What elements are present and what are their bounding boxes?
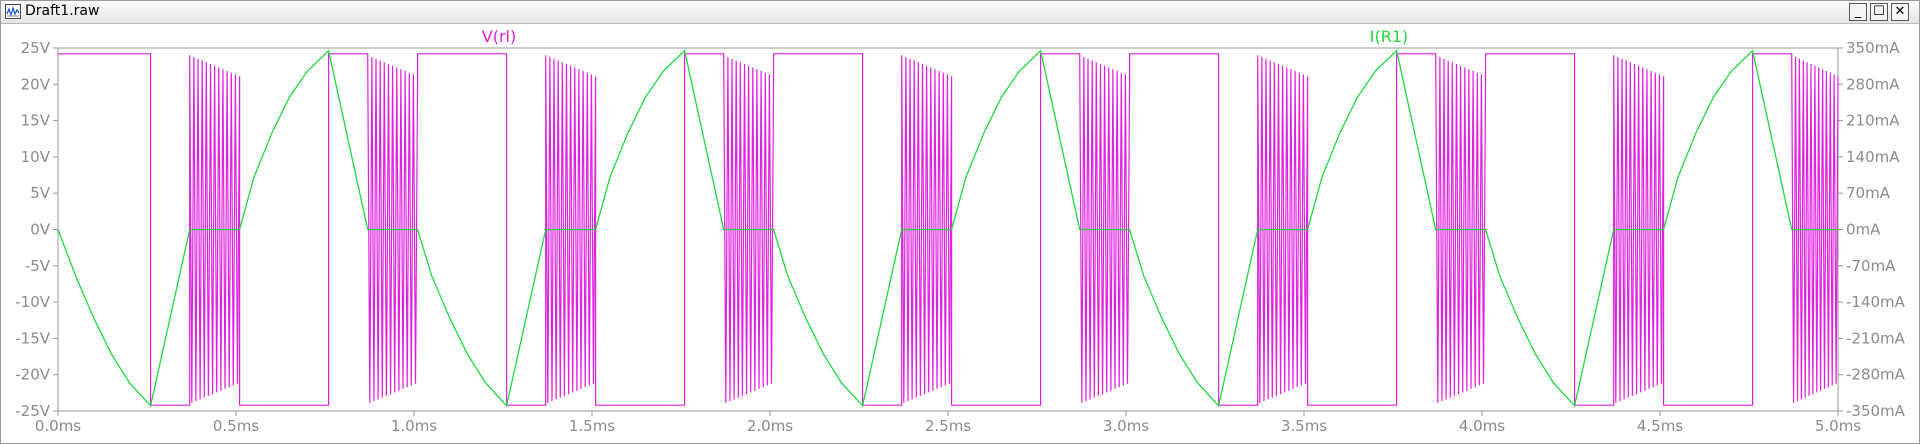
title-bar[interactable]: Draft1.raw _ ☐ ✕ [1,1,1919,24]
x-tick-label: 0.5ms [213,417,259,435]
left-tick-label: 0V [30,221,51,239]
right-y-axis: 350mA 280mA 210mA 140mA 70mA 0mA -70mA -140mA -2… [1838,39,1906,420]
window-title: Draft1.raw [25,3,100,19]
minimize-button[interactable]: _ [1849,3,1867,21]
close-button[interactable]: ✕ [1891,3,1909,21]
left-tick-label: 15V [21,112,51,130]
right-tick-label: 280mA [1846,75,1900,93]
x-tick-label: 3.5ms [1281,417,1327,435]
right-tick-label: -350mA [1846,402,1906,420]
series-line-current [57,49,1838,408]
x-tick-label: 0.0ms [35,417,81,435]
series-title-current[interactable]: I(R1) [1370,27,1409,46]
plot-area[interactable]: 25V 20V 15V 10V 5V 0V -5V -10V -15V -20V -25V 350m… [1,23,1919,443]
x-tick-label: 4.5ms [1637,417,1683,435]
x-tick-label: 2.5ms [925,417,971,435]
left-tick-label: -25V [15,402,50,420]
x-tick-label: 5.0ms [1815,417,1861,435]
series-layer [57,49,1839,408]
x-tick-label: 3.0ms [1103,417,1149,435]
maximize-button[interactable]: ☐ [1870,3,1888,21]
series-line-voltage [58,53,1839,406]
right-tick-label: -70mA [1846,257,1896,275]
right-tick-label: 210mA [1846,112,1900,130]
left-tick-label: -10V [15,293,50,311]
waveform-app-icon [5,4,21,19]
left-tick-label: -5V [25,257,51,275]
left-tick-label: -15V [15,329,50,347]
left-tick-label: 5V [30,184,51,202]
x-tick-label: 4.0ms [1459,417,1505,435]
right-tick-label: 70mA [1846,184,1891,202]
right-tick-label: 350mA [1846,39,1900,57]
left-tick-label: 10V [21,148,51,166]
x-axis: 0.0ms 0.5ms 1.0ms 1.5ms 2.0ms 2.5ms 3.0ms 3.5ms… [35,411,1861,435]
right-tick-label: 0mA [1846,221,1881,239]
right-tick-label: -280mA [1846,366,1906,384]
x-tick-label: 1.5ms [569,417,615,435]
left-tick-label: 20V [21,75,51,93]
left-tick-label: 25V [21,39,51,57]
right-tick-label: -140mA [1846,293,1906,311]
right-tick-label: -210mA [1846,329,1906,347]
x-tick-label: 1.0ms [391,417,437,435]
x-tick-label: 2.0ms [747,417,793,435]
right-tick-label: 140mA [1846,148,1900,166]
left-tick-label: -20V [15,366,50,384]
left-y-axis: 25V 20V 15V 10V 5V 0V -5V -10V -15V -20V -25V [15,39,58,420]
series-title-voltage[interactable]: V(rl) [482,27,516,46]
